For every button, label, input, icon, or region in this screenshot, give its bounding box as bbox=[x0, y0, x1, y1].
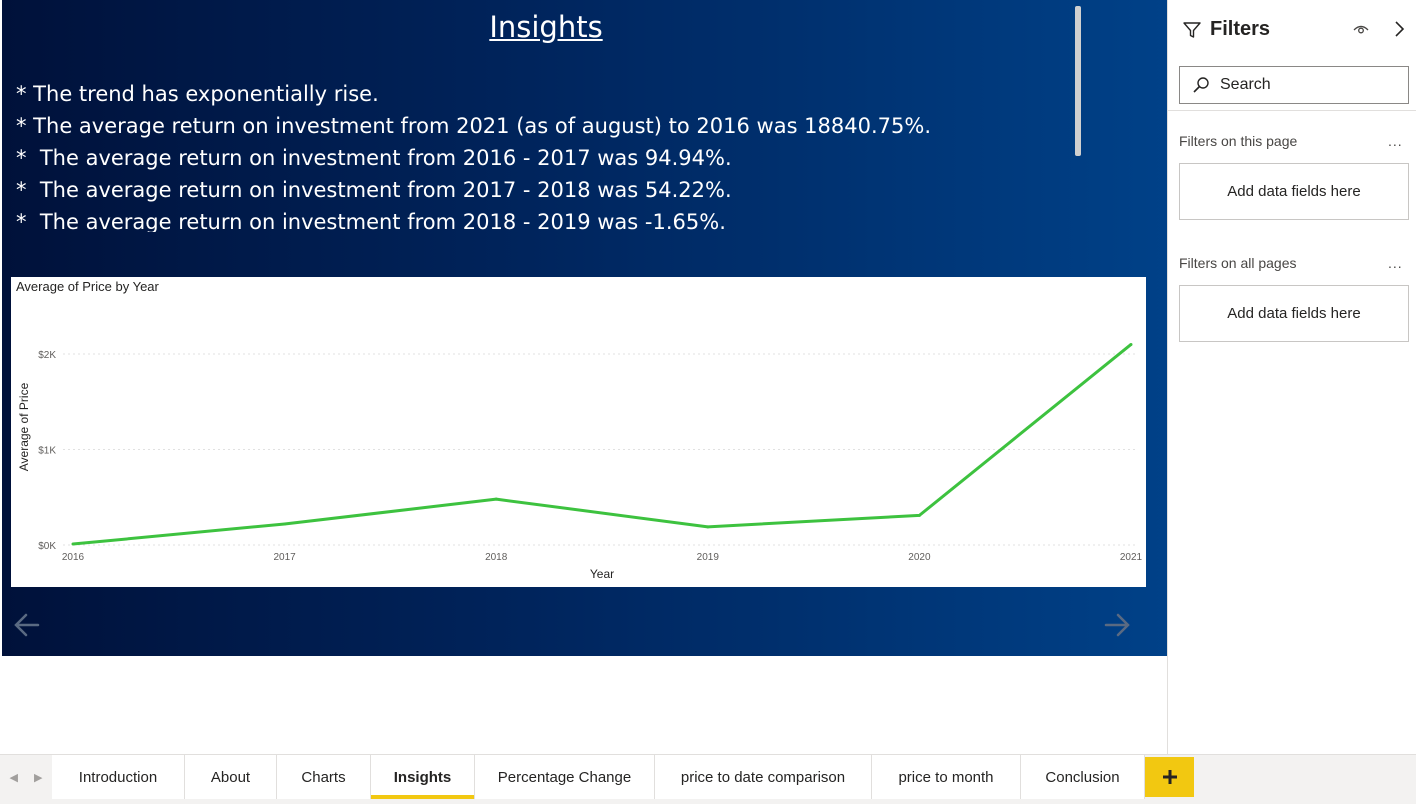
data-point[interactable] bbox=[917, 513, 921, 517]
data-point[interactable] bbox=[494, 497, 498, 501]
y-tick-label: $1K bbox=[38, 446, 56, 457]
add-page-button[interactable] bbox=[1145, 757, 1194, 797]
x-tick-label: 2020 bbox=[908, 552, 931, 563]
x-tick-label: 2019 bbox=[697, 552, 720, 563]
textbox-scrollbar[interactable] bbox=[1075, 6, 1081, 156]
tab-percentage-change[interactable]: Percentage Change bbox=[475, 755, 655, 799]
tab-price-to-month[interactable]: price to month bbox=[872, 755, 1021, 799]
arrow-left-icon[interactable] bbox=[12, 610, 42, 640]
y-tick-label: $2K bbox=[38, 350, 56, 361]
y-tick-label: $0K bbox=[38, 541, 56, 552]
filter-search-input[interactable]: Search bbox=[1179, 66, 1409, 104]
caret-left-icon[interactable]: ◀ bbox=[9, 771, 18, 784]
filter-icon bbox=[1183, 21, 1201, 38]
data-point[interactable] bbox=[706, 525, 710, 529]
tab-scroll-arrows: ◀ ▶ bbox=[0, 755, 52, 799]
filters-this-page-title: Filters on this page bbox=[1179, 133, 1298, 149]
tab-about[interactable]: About bbox=[185, 755, 277, 799]
caret-right-icon[interactable]: ▶ bbox=[34, 771, 43, 784]
insight-line: * The average return on investment from … bbox=[16, 114, 932, 138]
tab-conclusion[interactable]: Conclusion bbox=[1021, 755, 1145, 799]
y-axis-title: Average of Price bbox=[17, 382, 31, 471]
report-canvas: Insights * The trend has exponentially r… bbox=[2, 0, 1167, 656]
data-point[interactable] bbox=[1129, 342, 1133, 346]
canvas-background bbox=[2, 656, 1167, 754]
tab-price-to-date-comparison[interactable]: price to date comparison bbox=[655, 755, 872, 799]
arrow-right-icon[interactable] bbox=[1102, 610, 1132, 640]
insight-line: * The trend has exponentially rise. bbox=[16, 82, 379, 106]
line-chart: $0K $1K $2K 2016 2017 2018 2019 2020 2021 Year Ave… bbox=[17, 342, 1143, 581]
more-options-icon[interactable]: ... bbox=[1388, 255, 1403, 271]
x-tick-label: 2016 bbox=[62, 552, 85, 563]
data-point[interactable] bbox=[283, 522, 287, 526]
chart-title: Average of Price by Year bbox=[16, 279, 159, 294]
x-tick-label: 2018 bbox=[485, 552, 508, 563]
data-point[interactable] bbox=[71, 542, 75, 546]
filters-header: Filters bbox=[1182, 18, 1270, 41]
all-pages-drop-well[interactable]: Add data fields here bbox=[1179, 285, 1409, 342]
insight-line: * The average return on investment from … bbox=[16, 146, 732, 170]
page-title: Insights bbox=[489, 10, 603, 44]
filters-heading: Filters bbox=[1210, 18, 1271, 40]
line-chart-visual[interactable]: $0K $1K $2K 2016 2017 2018 2019 2020 2021 Year Ave… bbox=[11, 277, 1146, 587]
page-tabs: Introduction About Charts Insights Perce… bbox=[52, 755, 1145, 799]
filters-pane: Filters Search Filters on this page ... … bbox=[1168, 0, 1416, 754]
insight-line: * The average return on investment from … bbox=[16, 210, 726, 232]
search-icon bbox=[1193, 77, 1209, 93]
more-options-icon[interactable]: ... bbox=[1388, 133, 1403, 149]
eye-icon[interactable] bbox=[1352, 22, 1370, 36]
x-tick-label: 2017 bbox=[273, 552, 296, 563]
divider bbox=[1168, 110, 1416, 111]
series-line[interactable] bbox=[72, 343, 1132, 546]
this-page-drop-well[interactable]: Add data fields here bbox=[1179, 163, 1409, 220]
x-tick-label: 2021 bbox=[1120, 552, 1143, 563]
tab-introduction[interactable]: Introduction bbox=[52, 755, 185, 799]
filters-all-pages-title: Filters on all pages bbox=[1179, 255, 1297, 271]
tab-charts[interactable]: Charts bbox=[277, 755, 371, 799]
page-tab-bar: ◀ ▶ Introduction About Charts Insights P… bbox=[0, 754, 1416, 804]
pane-divider bbox=[1167, 0, 1168, 754]
x-axis-title: Year bbox=[590, 567, 614, 581]
tab-insights[interactable]: Insights bbox=[371, 755, 475, 799]
search-placeholder: Search bbox=[1220, 76, 1271, 93]
chevron-right-icon[interactable] bbox=[1392, 19, 1406, 39]
insights-textbox[interactable]: * The trend has exponentially rise. * Th… bbox=[16, 78, 1076, 232]
insight-line: * The average return on investment from … bbox=[16, 178, 732, 202]
plus-icon bbox=[1162, 770, 1177, 784]
